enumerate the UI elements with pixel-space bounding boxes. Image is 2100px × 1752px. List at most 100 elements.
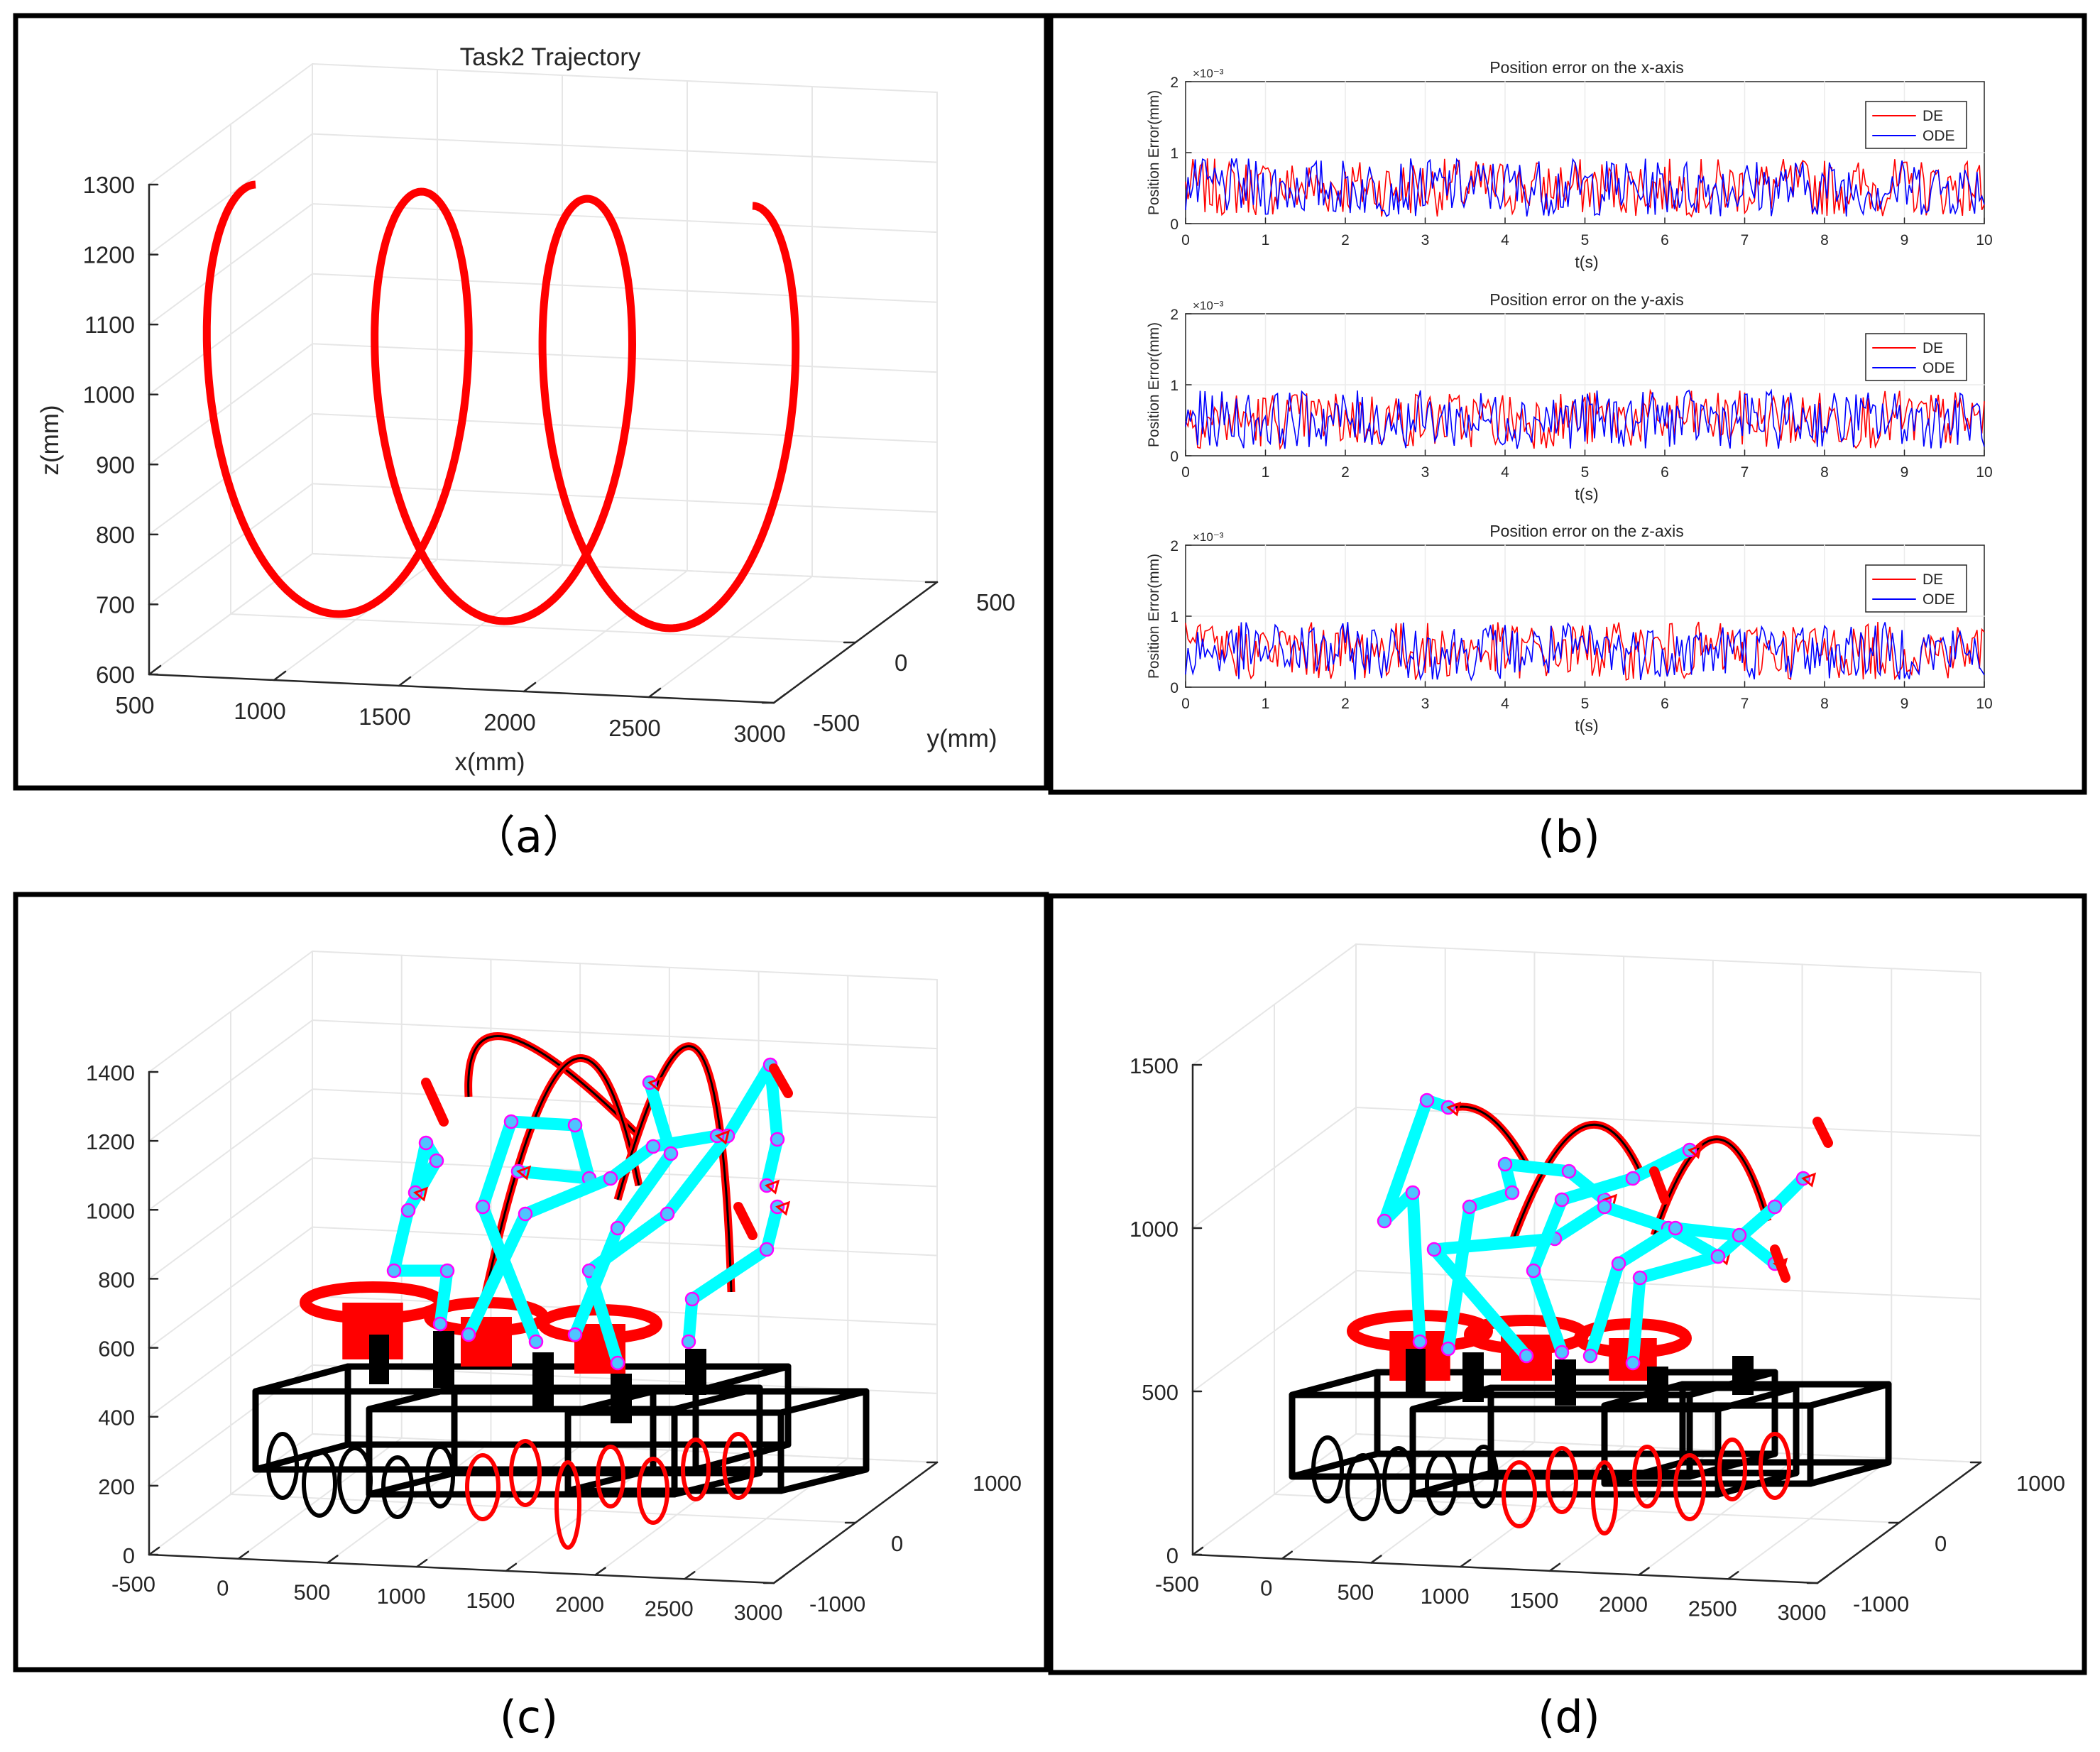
y-axis-label: Position Error(mm) [1146,322,1162,447]
z-tick-label: 1000 [86,1198,135,1223]
x-axis-label: x(mm) [454,748,525,776]
trajectory-arc-center [467,1035,640,1137]
x-tick-label: 0 [1181,464,1190,481]
arm-joint [1440,1341,1456,1357]
wheel [337,1446,373,1514]
z-tick-label: 1500 [1130,1053,1178,1078]
x-tick-label: 6 [1661,232,1669,248]
x-axis-label: t(s) [1575,716,1598,735]
actuator-block [685,1349,706,1395]
wheel [1425,1452,1458,1516]
x-tick-label: 10 [1976,696,1992,712]
legend-box [1865,101,1967,149]
grid-line [148,1295,313,1418]
arm-joint [684,1291,700,1307]
trajectory-arc-center [1653,1138,1769,1236]
wheel [266,1432,299,1500]
grid-line [312,203,938,234]
wheel [681,1438,711,1501]
y-axis-label: y(mm) [926,725,997,752]
chart-c: 0 200 400 600 800 1000 1200 1400 -500 0 500 1000 150… [86,951,1022,1625]
arm-joint [1554,1345,1570,1360]
arm-joint [603,1171,618,1186]
actuator-block [1647,1367,1668,1409]
grid-line [1355,943,1981,973]
end-effector [413,1186,429,1202]
y-tick-label: 2 [1170,75,1178,91]
grid-line [312,1088,938,1119]
actuator-block [611,1374,632,1423]
x-tick-label: 10 [1976,464,1992,481]
x-tick-label: 1000 [377,1584,426,1609]
grid-line [148,951,313,1073]
x-tick [594,1567,606,1576]
y-tick-label: 2 [1170,538,1178,554]
grid-line [148,63,313,185]
legend-label: ODE [1923,360,1955,376]
x-tick [327,1555,339,1564]
z-tick-label: 700 [96,591,135,618]
x-tick [1191,1546,1204,1556]
wheel [1311,1435,1344,1504]
grid-line [148,483,313,606]
x-tick [1638,1567,1650,1576]
x-tick [398,676,412,687]
grid-line [1192,943,1357,1066]
tool-segment [1649,1166,1670,1205]
x-tick-label: 7 [1741,464,1749,481]
x-tick [1816,1575,1829,1584]
x-tick-label: 4 [1501,232,1509,248]
x-tick-label: 5 [1581,464,1590,481]
y-tick-label: 500 [976,589,1015,615]
z-tick-label: 1000 [83,382,135,408]
wheel [554,1460,581,1550]
x-axis [148,1553,775,1584]
wheel [1382,1446,1415,1514]
arm-joint [1526,1263,1541,1279]
actuator-block [433,1331,454,1388]
z-tick-label: 600 [96,662,135,688]
grid-line [148,343,313,466]
x-tick-label: -500 [111,1572,155,1597]
wheel [1717,1438,1747,1501]
actuator-block [1462,1352,1484,1402]
tool-segment [1812,1117,1833,1148]
x-tick-label: 8 [1820,696,1829,712]
grid-line [312,63,938,93]
y-tick-label: 0 [1935,1531,1947,1556]
z-tick-label: 200 [98,1474,135,1499]
arm-joint [1625,1355,1641,1371]
z-tick-label: 800 [98,1267,135,1292]
y-tick-label: 1000 [2016,1471,2065,1496]
x-tick-label: 7 [1741,232,1749,248]
x-tick [647,687,662,699]
chart-title: Task2 Trajectory [460,43,641,71]
x-tick-label: 3 [1421,464,1430,481]
y-axis-label: Position Error(mm) [1146,554,1162,679]
subplot-2: 0 1 2 3 4 5 6 7 8 9 10 0 1 2 ×10⁻³ Position error on th… [1146,522,1993,735]
x-tick [1370,1555,1382,1564]
caption-d: (d) [1538,1691,1600,1743]
x-tick [1727,1571,1739,1580]
x-tick [148,1546,160,1556]
z-tick-label: 1000 [1130,1217,1178,1242]
x-tick-label: 1 [1262,464,1270,481]
subplot-1: 0 1 2 3 4 5 6 7 8 9 10 0 1 2 ×10⁻³ Position error on th… [1146,290,1993,503]
x-tick-label: 500 [115,692,154,718]
grid-line [148,1019,313,1142]
x-tick [772,1575,785,1584]
x-tick-label: 0 [1260,1576,1272,1601]
arm-joint [475,1199,491,1215]
x-tick-label: 1500 [359,703,410,730]
actuator-block [369,1335,389,1384]
y-tick-label: -1000 [809,1592,865,1616]
grid-line [1192,1107,1357,1229]
trajectory-arc-center [1455,1105,1528,1165]
grid-line [312,951,938,980]
y-tick-label: 0 [1170,449,1178,465]
x-tick [237,1550,249,1560]
tool-segment [769,1063,793,1098]
arm-joint [528,1334,544,1349]
arm-joint [759,1242,775,1257]
